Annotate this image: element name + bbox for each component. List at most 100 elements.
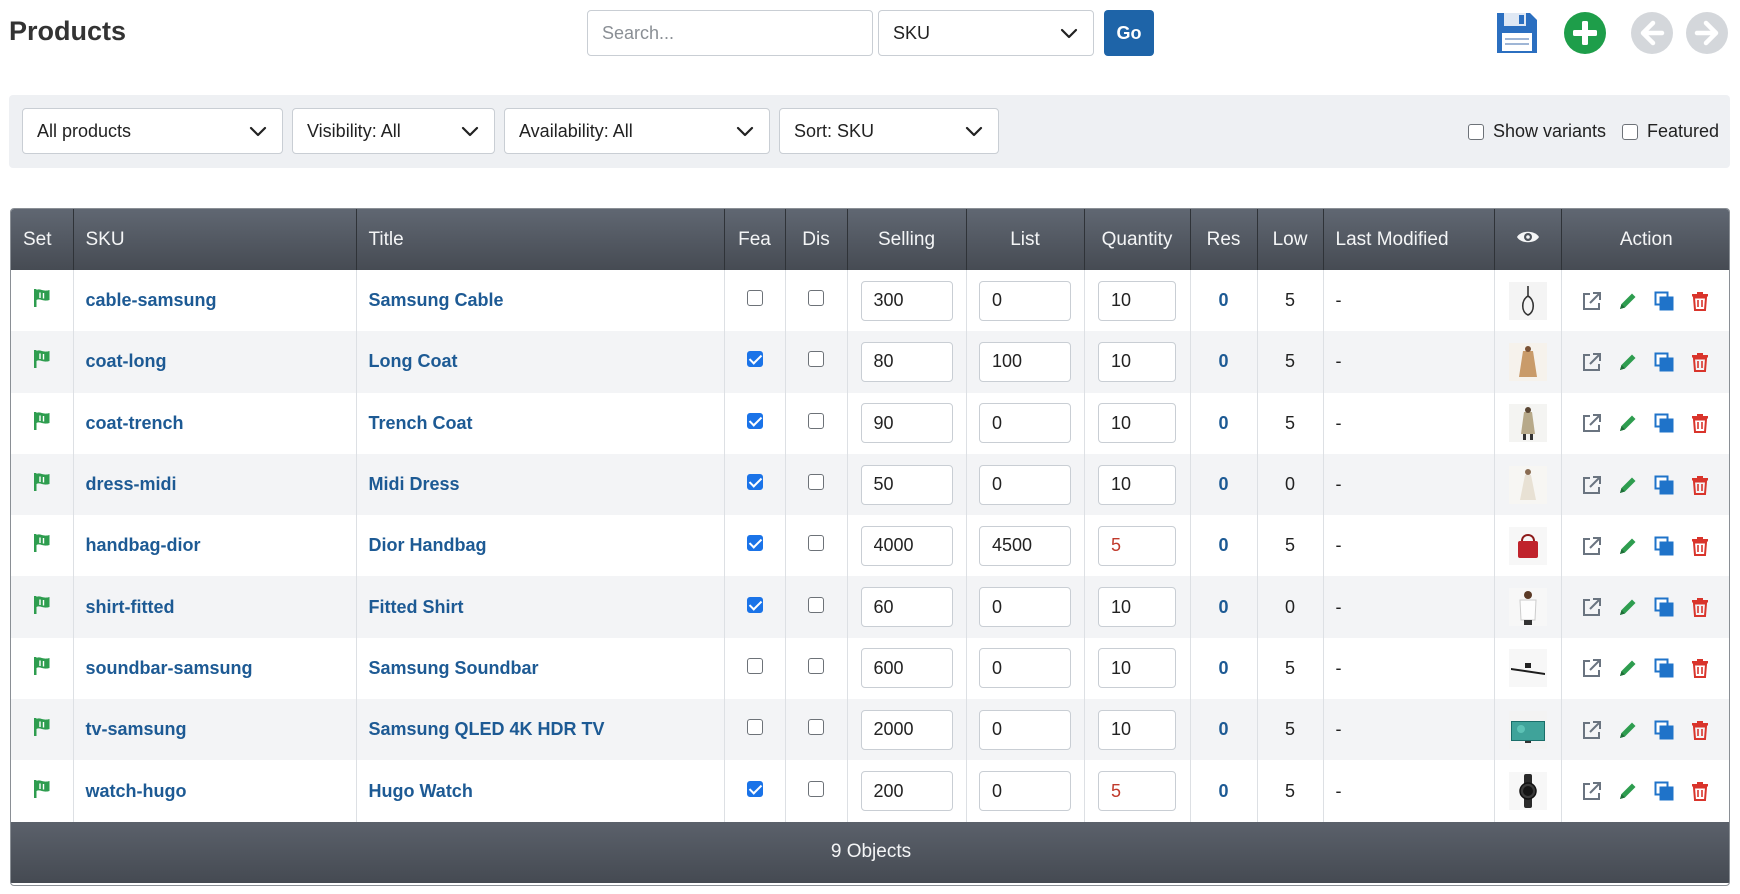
featured-checkbox[interactable] [746,351,763,368]
set-cell[interactable] [11,392,74,454]
disabled-checkbox[interactable] [808,719,824,736]
pencil-icon[interactable] [1617,719,1639,741]
go-button[interactable]: Go [1104,10,1154,56]
selling-price-input[interactable] [860,403,953,444]
reserved-link[interactable]: 0 [1218,719,1229,740]
visibility-filter-select[interactable]: Visibility: All [292,108,495,154]
external-link-icon[interactable] [1581,596,1603,618]
reserved-link[interactable]: 0 [1218,596,1229,617]
featured-toggle[interactable]: Featured [1622,95,1719,168]
set-cell[interactable] [11,453,74,516]
reserved-link[interactable]: 0 [1218,351,1229,372]
reserved-link[interactable]: 0 [1218,474,1229,495]
external-link-icon[interactable] [1581,474,1603,496]
set-cell[interactable] [11,699,74,761]
duplicate-icon[interactable] [1653,351,1675,373]
product-thumbnail[interactable] [1508,588,1547,627]
list-price-input[interactable] [979,464,1071,505]
quantity-input[interactable] [1098,587,1176,628]
list-price-input[interactable] [979,587,1071,628]
disabled-checkbox[interactable] [808,290,824,307]
sku-link[interactable]: handbag-dior [85,535,201,556]
selling-price-input[interactable] [860,464,953,505]
show-variants-toggle[interactable]: Show variants [1468,95,1606,168]
selling-price-input[interactable] [860,587,953,628]
sku-link[interactable]: soundbar-samsung [85,657,253,678]
set-cell[interactable] [11,760,74,822]
search-input[interactable] [587,10,873,56]
selling-price-input[interactable] [860,525,953,566]
external-link-icon[interactable] [1581,290,1603,312]
disabled-checkbox[interactable] [808,596,824,613]
selling-price-input[interactable] [860,648,953,689]
col-header-selling[interactable]: Selling [847,209,967,270]
col-header-quantity[interactable]: Quantity [1084,209,1191,270]
pencil-icon[interactable] [1617,596,1639,618]
trash-icon[interactable] [1689,535,1711,557]
title-link[interactable]: Trench Coat [368,412,473,433]
reserved-link[interactable]: 0 [1218,290,1229,311]
trash-icon[interactable] [1689,474,1711,496]
disabled-checkbox[interactable] [808,535,824,552]
product-thumbnail[interactable] [1508,649,1547,688]
featured-checkbox[interactable] [746,596,763,613]
product-thumbnail[interactable] [1508,772,1547,811]
trash-icon[interactable] [1689,780,1711,802]
list-price-input[interactable] [979,648,1071,689]
duplicate-icon[interactable] [1653,596,1675,618]
title-link[interactable]: Samsung QLED 4K HDR TV [368,719,605,740]
product-thumbnail[interactable] [1508,281,1547,320]
list-price-input[interactable] [979,341,1071,382]
list-price-input[interactable] [979,280,1071,321]
duplicate-icon[interactable] [1653,535,1675,557]
disabled-checkbox[interactable] [808,351,824,368]
product-thumbnail[interactable] [1508,526,1547,565]
disabled-checkbox[interactable] [808,657,824,674]
featured-checkbox[interactable] [746,412,763,429]
external-link-icon[interactable] [1581,719,1603,741]
quantity-input[interactable] [1098,464,1176,505]
col-header-sku[interactable]: SKU [73,209,357,270]
set-cell[interactable] [11,331,74,393]
col-header-reserved[interactable]: Res [1190,209,1258,270]
trash-icon[interactable] [1689,290,1711,312]
sku-link[interactable]: coat-long [85,351,167,372]
disabled-checkbox[interactable] [808,780,824,797]
trash-icon[interactable] [1689,412,1711,434]
title-link[interactable]: Hugo Watch [368,780,473,801]
title-link[interactable]: Midi Dress [368,474,460,495]
disabled-checkbox[interactable] [808,474,824,491]
reserved-link[interactable]: 0 [1218,535,1229,556]
external-link-icon[interactable] [1581,412,1603,434]
featured-checkbox[interactable] [746,535,763,552]
arrow-right-circle-icon[interactable] [1684,10,1730,56]
arrow-left-circle-icon[interactable] [1629,10,1675,56]
duplicate-icon[interactable] [1653,657,1675,679]
list-price-input[interactable] [979,709,1071,750]
pencil-icon[interactable] [1617,474,1639,496]
quantity-input[interactable] [1098,280,1176,321]
sku-link[interactable]: cable-samsung [85,290,217,311]
featured-checkbox[interactable] [746,474,763,491]
title-link[interactable]: Samsung Cable [368,290,504,311]
search-field-select[interactable]: SKU [878,10,1094,56]
selling-price-input[interactable] [860,709,953,750]
col-header-visibility[interactable] [1494,209,1562,270]
featured-checkbox[interactable] [1622,123,1638,140]
external-link-icon[interactable] [1581,535,1603,557]
featured-checkbox[interactable] [746,780,763,797]
pencil-icon[interactable] [1617,412,1639,434]
quantity-input[interactable] [1098,648,1176,689]
sku-link[interactable]: dress-midi [85,474,177,495]
duplicate-icon[interactable] [1653,474,1675,496]
col-header-disabled[interactable]: Dis [785,209,848,270]
duplicate-icon[interactable] [1653,780,1675,802]
category-filter-select[interactable]: All products [22,108,283,154]
selling-price-input[interactable] [860,771,953,812]
trash-icon[interactable] [1689,719,1711,741]
featured-checkbox[interactable] [746,657,763,674]
title-link[interactable]: Dior Handbag [368,535,487,556]
pencil-icon[interactable] [1617,351,1639,373]
disabled-checkbox[interactable] [808,412,824,429]
featured-checkbox[interactable] [746,290,763,307]
